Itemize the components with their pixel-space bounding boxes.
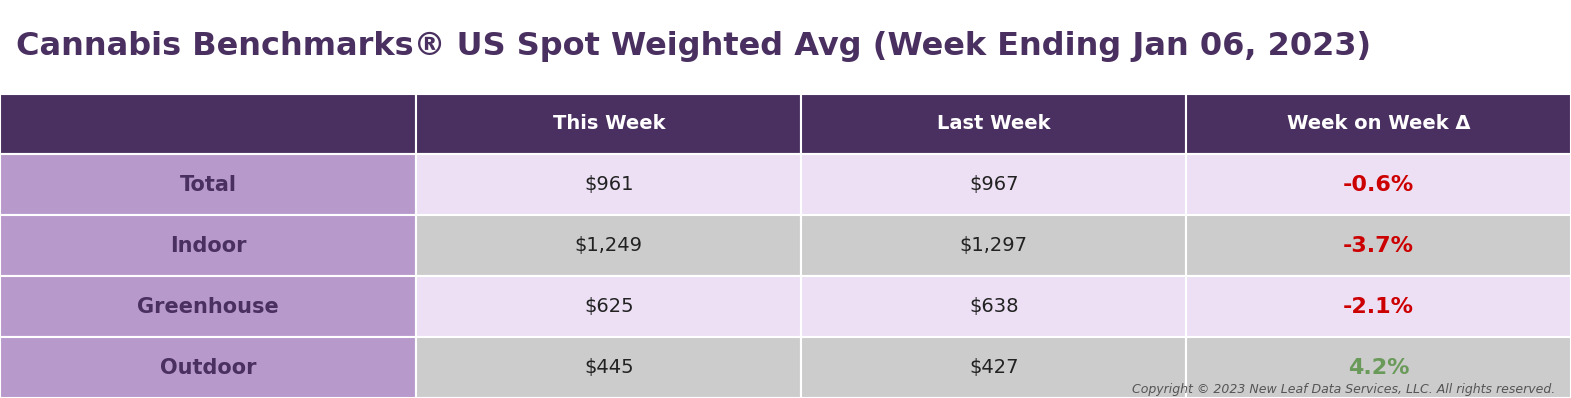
Text: $625: $625 [584, 297, 633, 316]
Text: $445: $445 [584, 358, 633, 377]
Bar [416, 337, 801, 398]
Bar [1186, 94, 1571, 154]
Text: Copyright © 2023 New Leaf Data Services, LLC. All rights reserved.: Copyright © 2023 New Leaf Data Services,… [1133, 383, 1555, 396]
Text: Cannabis Benchmarks® US Spot Weighted Avg (Week Ending Jan 06, 2023): Cannabis Benchmarks® US Spot Weighted Av… [16, 31, 1371, 62]
Text: -3.7%: -3.7% [1343, 236, 1414, 256]
Text: $1,297: $1,297 [960, 236, 1027, 255]
Bar [801, 276, 1186, 337]
Text: Week on Week Δ: Week on Week Δ [1287, 115, 1470, 133]
Bar [801, 94, 1186, 154]
Bar [416, 154, 801, 215]
Text: -2.1%: -2.1% [1343, 297, 1414, 317]
Text: -0.6%: -0.6% [1343, 175, 1414, 195]
Bar [416, 94, 801, 154]
Text: $638: $638 [969, 297, 1018, 316]
Text: $961: $961 [584, 176, 633, 194]
Text: Total: Total [179, 175, 237, 195]
Bar [1186, 154, 1571, 215]
Text: Indoor: Indoor [170, 236, 247, 256]
Text: $1,249: $1,249 [575, 236, 643, 255]
Bar [1186, 215, 1571, 276]
Bar [1186, 337, 1571, 398]
Text: Greenhouse: Greenhouse [137, 297, 280, 317]
Bar [416, 215, 801, 276]
Bar [801, 337, 1186, 398]
Text: 4.2%: 4.2% [1348, 357, 1409, 378]
Text: This Week: This Week [553, 115, 665, 133]
Text: $427: $427 [969, 358, 1018, 377]
Text: $967: $967 [969, 176, 1018, 194]
Bar [0, 94, 416, 154]
Bar [416, 276, 801, 337]
Text: Outdoor: Outdoor [160, 357, 256, 378]
Bar [801, 154, 1186, 215]
Bar [0, 154, 416, 215]
Bar [801, 215, 1186, 276]
Bar [0, 337, 416, 398]
Bar [1186, 276, 1571, 337]
Bar [0, 276, 416, 337]
Text: Last Week: Last Week [936, 115, 1051, 133]
Bar [0, 215, 416, 276]
